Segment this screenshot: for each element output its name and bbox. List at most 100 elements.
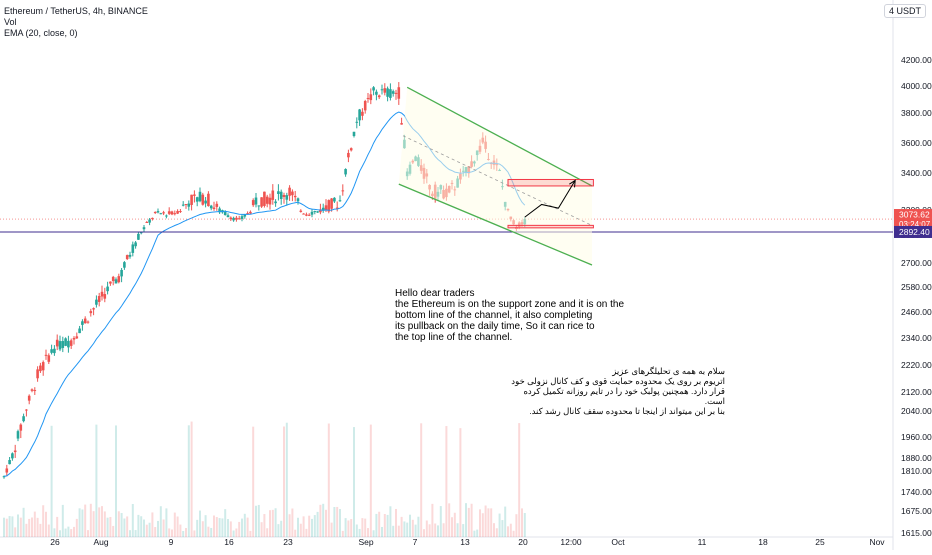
candle-body xyxy=(305,214,308,216)
candle-body xyxy=(389,89,392,98)
candle-body xyxy=(296,198,300,202)
volume-bar xyxy=(437,525,439,537)
candle-body xyxy=(313,211,317,213)
level-price-badge xyxy=(894,225,932,238)
volume-bar xyxy=(154,527,157,537)
volume-bar xyxy=(61,504,64,537)
y-tick-label: 3400.00 xyxy=(901,168,932,178)
candle-body xyxy=(246,213,249,215)
candle-body xyxy=(165,215,168,217)
resistance-zone[interactable] xyxy=(507,178,594,187)
volume-bar xyxy=(353,427,355,537)
candle-body xyxy=(352,131,356,137)
volume-bar xyxy=(339,509,341,537)
volume-bar xyxy=(347,520,350,537)
y-tick-label: 3800.00 xyxy=(901,108,932,118)
volume-bar xyxy=(509,523,512,537)
candle-body xyxy=(204,200,207,204)
candle-body xyxy=(111,276,115,282)
candle-body xyxy=(263,191,266,206)
candle-body xyxy=(120,269,123,277)
volume-bar xyxy=(36,517,39,537)
english-note[interactable]: Hello dear traders the Ethereum is on th… xyxy=(395,288,625,343)
volume-bar xyxy=(5,518,8,537)
volume-bar xyxy=(507,526,509,537)
y-tick-label: 1960.00 xyxy=(901,432,932,442)
candle-body xyxy=(173,213,177,215)
volume-bar xyxy=(439,506,442,537)
candle-body xyxy=(114,279,118,284)
volume-bar xyxy=(92,511,95,537)
candle-body xyxy=(349,148,353,151)
candle-body xyxy=(198,191,202,202)
volume-bar xyxy=(252,426,255,537)
volume-bar xyxy=(25,523,28,537)
symbol-title[interactable]: Ethereum / TetherUS, 4h, BINANCE xyxy=(4,6,148,16)
candle-body xyxy=(335,207,339,209)
volume-bar xyxy=(481,513,484,537)
last-price-text: 3073.62 xyxy=(899,210,930,220)
volume-bar xyxy=(381,526,383,537)
candle-body xyxy=(358,109,361,121)
y-tick-label: 2220.00 xyxy=(901,360,932,370)
volume-bar xyxy=(201,521,204,537)
channel-upper-line[interactable] xyxy=(406,86,593,187)
volume-bar xyxy=(294,529,297,537)
candle-body xyxy=(232,217,235,221)
volume-bar xyxy=(89,503,92,537)
y-tick-label: 2120.00 xyxy=(901,387,932,397)
volume-label[interactable]: Vol xyxy=(4,17,17,27)
candle-body xyxy=(319,209,322,213)
volume-bar xyxy=(134,530,137,537)
candle-body xyxy=(375,91,378,95)
channel-lower-line[interactable] xyxy=(398,183,593,266)
volume-bar xyxy=(266,528,269,537)
candle-body xyxy=(148,219,151,223)
volume-bar xyxy=(145,524,148,537)
support-zone[interactable] xyxy=(507,224,594,229)
volume-bar xyxy=(143,519,145,537)
candle-body xyxy=(207,193,210,207)
candle-body xyxy=(11,453,14,459)
volume-bar xyxy=(414,524,417,537)
currency-badge[interactable]: 4 USDT xyxy=(883,4,926,18)
volume-bar xyxy=(364,518,367,537)
volume-bar xyxy=(39,523,42,537)
volume-bar xyxy=(498,513,501,537)
y-tick-label: 1810.00 xyxy=(901,466,932,476)
candle-body xyxy=(260,197,263,207)
volume-bar xyxy=(504,506,507,537)
candle-body xyxy=(16,431,20,439)
candle-body xyxy=(386,88,389,97)
volume-bar xyxy=(344,518,347,537)
candle-body xyxy=(27,395,31,401)
volume-bar xyxy=(47,524,50,537)
volume-bar xyxy=(218,518,221,537)
volume-bar xyxy=(406,522,409,537)
volume-bar xyxy=(8,516,11,537)
candle-body xyxy=(288,187,291,196)
candle-body xyxy=(36,369,39,379)
candle-body xyxy=(22,416,25,422)
volume-bar xyxy=(28,518,31,537)
candle-body xyxy=(397,87,401,99)
channel-median-line xyxy=(402,135,593,226)
volume-bar xyxy=(190,421,193,537)
countdown-text: 03:24:07 xyxy=(899,220,931,229)
volume-bar xyxy=(171,529,173,537)
persian-note[interactable]: سلام به همه ی تحلیلگرهای عزیز اتریوم بر … xyxy=(511,366,725,416)
ema-label[interactable]: EMA (20, close, 0) xyxy=(4,28,78,38)
x-tick-label: 16 xyxy=(224,537,234,547)
volume-bar xyxy=(403,521,406,537)
volume-bar xyxy=(395,508,397,537)
volume-bar xyxy=(31,517,33,537)
projection-path[interactable] xyxy=(524,180,576,218)
candle-body xyxy=(268,197,272,205)
volume-bar xyxy=(316,511,319,537)
y-tick-label: 1740.00 xyxy=(901,487,932,497)
volume-bar xyxy=(162,519,165,537)
candle-body xyxy=(249,211,252,214)
volume-bar xyxy=(59,530,61,537)
